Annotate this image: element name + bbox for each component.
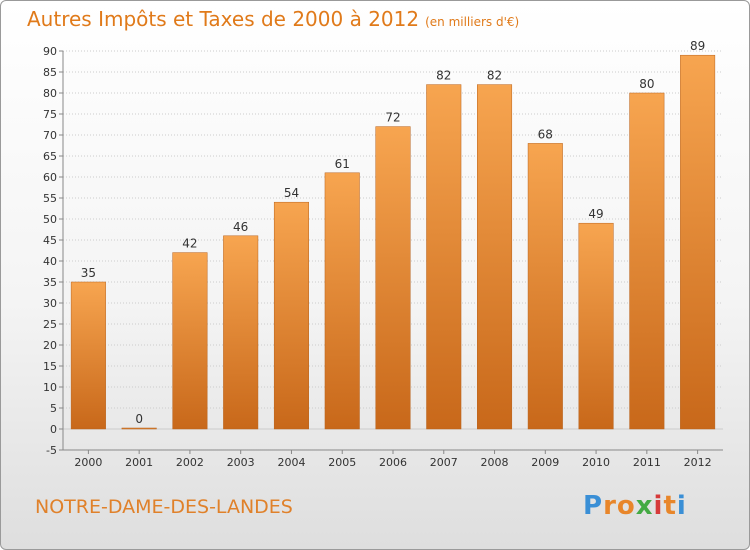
bar-2003 [223, 235, 259, 430]
data-label-2009: 68 [538, 127, 553, 141]
label-layer: 35 0 42 46 54 61 72 82 82 68 49 80 89 [81, 39, 706, 426]
x-tick-label-2004: 2004 [277, 456, 305, 469]
y-tick-label-14: 20 [43, 339, 57, 352]
data-label-2011: 80 [639, 77, 654, 91]
x-tick-label-2005: 2005 [328, 456, 356, 469]
x-tick-label-2010: 2010 [582, 456, 610, 469]
data-label-2007: 82 [436, 69, 451, 83]
bar-2005 [324, 172, 360, 430]
y-tick-label-9: 45 [43, 234, 57, 247]
bar-2004 [273, 201, 309, 430]
bar-2011 [629, 92, 665, 430]
data-label-2001: 0 [135, 412, 143, 426]
brand-letter-4: i [653, 491, 664, 521]
y-tick-label-4: 70 [43, 129, 57, 142]
y-tick-label-18: 0 [50, 423, 57, 436]
data-label-2003: 46 [233, 220, 248, 234]
axis-layer: 908580757065605550454035302520151050-520… [43, 45, 723, 469]
commune-name: NOTRE-DAME-DES-LANDES [35, 496, 293, 518]
y-tick-label-15: 15 [43, 360, 57, 373]
y-tick-label-16: 10 [43, 381, 57, 394]
y-tick-label-11: 35 [43, 276, 57, 289]
y-tick-label-8: 50 [43, 213, 57, 226]
chart-title-text: Autres Impôts et Taxes de 2000 à 2012 [27, 7, 420, 31]
bar-2007 [426, 84, 462, 430]
x-tick-label-2007: 2007 [430, 456, 458, 469]
bar-2009 [527, 143, 563, 430]
x-tick-label-2011: 2011 [633, 456, 661, 469]
data-label-2000: 35 [81, 266, 96, 280]
x-tick-label-2012: 2012 [684, 456, 712, 469]
data-label-2002: 42 [182, 237, 197, 251]
brand-letter-6: i [676, 491, 687, 521]
x-tick-label-2003: 2003 [227, 456, 255, 469]
data-label-2004: 54 [284, 186, 299, 200]
x-tick-label-2006: 2006 [379, 456, 407, 469]
data-label-2005: 61 [335, 157, 350, 171]
bar-2001 [121, 427, 157, 430]
x-tick-label-2000: 2000 [74, 456, 102, 469]
brand-letter-0: P [583, 491, 604, 521]
y-tick-label-6: 60 [43, 171, 57, 184]
chart-unit-note: (en milliers d'€) [425, 15, 520, 29]
y-tick-label-13: 25 [43, 318, 57, 331]
data-label-2012: 89 [690, 39, 705, 53]
y-tick-label-5: 65 [43, 150, 57, 163]
data-label-2006: 72 [385, 111, 400, 125]
x-tick-label-2002: 2002 [176, 456, 204, 469]
bar-2002 [172, 252, 208, 430]
y-tick-label-19: -5 [46, 444, 57, 457]
y-tick-label-0: 90 [43, 45, 57, 58]
chart-title: Autres Impôts et Taxes de 2000 à 2012 (en… [27, 7, 519, 31]
y-tick-label-17: 5 [50, 402, 57, 415]
x-tick-label-2001: 2001 [125, 456, 153, 469]
bar-2006 [375, 126, 411, 430]
y-tick-label-7: 55 [43, 192, 57, 205]
bar-2000 [70, 281, 106, 430]
x-tick-label-2008: 2008 [481, 456, 509, 469]
brand-letter-1: r [603, 491, 617, 521]
bar-layer [70, 54, 716, 430]
y-tick-label-3: 75 [43, 108, 57, 121]
brand-letter-3: x [635, 491, 654, 521]
data-label-2008: 82 [487, 69, 502, 83]
y-tick-label-12: 30 [43, 297, 57, 310]
x-tick-label-2009: 2009 [531, 456, 559, 469]
bar-2010 [578, 222, 614, 430]
y-tick-label-2: 80 [43, 87, 57, 100]
brand-letter-2: o [616, 491, 636, 521]
bar-2008 [477, 84, 513, 430]
bar-2012 [680, 54, 716, 430]
brand-logo: Proxiti [583, 491, 687, 521]
data-label-2010: 49 [588, 207, 603, 221]
y-tick-label-10: 40 [43, 255, 57, 268]
brand-letter-5: t [663, 491, 677, 521]
y-tick-label-1: 85 [43, 66, 57, 79]
